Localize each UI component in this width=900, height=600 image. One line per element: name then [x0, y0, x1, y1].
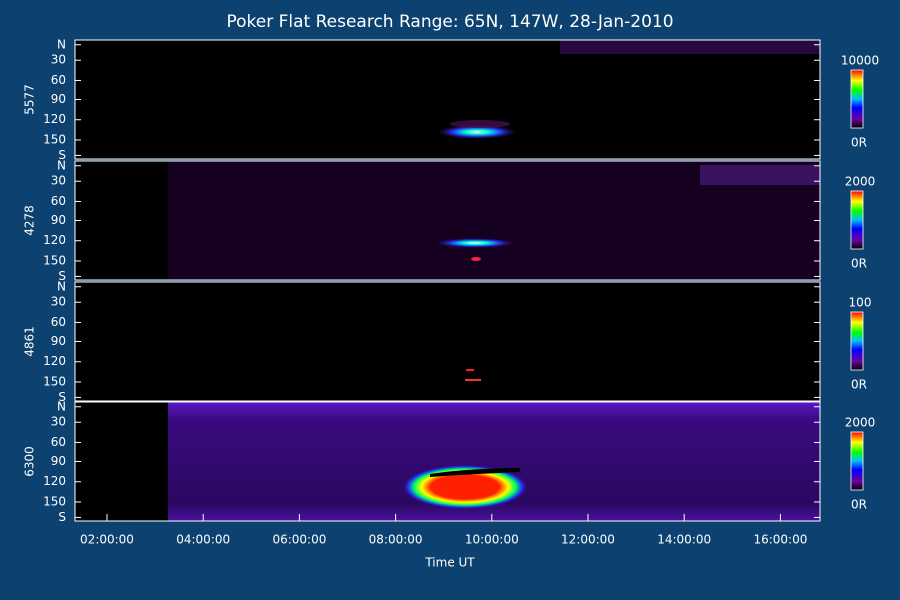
y-tick-label: S: [58, 390, 66, 404]
colorbar-min: 0R: [851, 498, 867, 512]
colorbar: [850, 69, 864, 129]
y-tick-label: 30: [51, 174, 66, 188]
aurora: [435, 238, 515, 248]
panel-label: 4861: [23, 326, 37, 357]
y-tick-label: 60: [51, 73, 66, 87]
y-tick-label: 150: [43, 253, 66, 267]
aurora: [465, 379, 481, 381]
colorbar: [850, 190, 864, 250]
y-tick-label: S: [58, 148, 66, 162]
y-tick-label: N: [57, 399, 66, 413]
colorbar-max: 2000: [845, 175, 876, 189]
y-tick-label: N: [57, 158, 66, 172]
y-tick-label: 60: [51, 435, 66, 449]
colorbar-max: 10000: [841, 54, 879, 68]
y-tick-label: 30: [51, 415, 66, 429]
y-tick-label: N: [57, 37, 66, 51]
panel-label: 5577: [23, 84, 37, 115]
aurora: [471, 257, 481, 261]
x-tick-label: 02:00:00: [80, 533, 134, 547]
x-tick-label: 08:00:00: [369, 533, 423, 547]
aurora: [466, 369, 474, 371]
y-tick-label: 150: [43, 374, 66, 388]
y-tick-label: N: [57, 279, 66, 293]
y-tick-label: 90: [51, 454, 66, 468]
y-tick-label: 90: [51, 213, 66, 227]
airglow: [560, 40, 820, 54]
chart-title: Poker Flat Research Range: 65N, 147W, 28…: [226, 12, 673, 32]
y-tick-label: S: [58, 510, 66, 524]
y-tick-label: 150: [43, 494, 66, 508]
x-tick-label: 12:00:00: [561, 533, 615, 547]
y-tick-label: 120: [43, 112, 66, 126]
colorbar-max: 100: [849, 296, 872, 310]
y-tick-label: 90: [51, 334, 66, 348]
panel-label: 6300: [23, 446, 37, 477]
shadow: [430, 468, 520, 477]
colorbar: [850, 311, 864, 371]
panel-background: [75, 40, 820, 159]
y-tick-label: 90: [51, 92, 66, 106]
x-tick-label: 16:00:00: [753, 533, 807, 547]
y-tick-label: 150: [43, 132, 66, 146]
y-tick-label: 120: [43, 474, 66, 488]
colorbar-min: 0R: [851, 378, 867, 392]
y-tick-label: 60: [51, 194, 66, 208]
aurora: [437, 125, 517, 139]
y-tick-label: 60: [51, 315, 66, 329]
panels: N 30 60 90 120 150 S 5577 10000 0R N 30 60 90 120 150 S 4…: [23, 37, 880, 546]
x-tick-label: 14:00:00: [657, 533, 711, 547]
colorbar: [850, 431, 864, 491]
x-tick-label: 04:00:00: [176, 533, 230, 547]
panel-label: 4278: [23, 205, 37, 236]
y-tick-label: S: [58, 269, 66, 283]
y-tick-label: 30: [51, 53, 66, 67]
aurora: [450, 120, 510, 128]
y-tick-label: 120: [43, 233, 66, 247]
airglow: [700, 165, 820, 185]
x-tick-label: 06:00:00: [272, 533, 326, 547]
y-tick-label: 120: [43, 354, 66, 368]
colorbar-min: 0R: [851, 257, 867, 271]
colorbar-max: 2000: [845, 416, 876, 430]
colorbar-min: 0R: [851, 136, 867, 150]
panel-background: [75, 282, 820, 401]
y-tick-label: 30: [51, 295, 66, 309]
x-tick-label: 10:00:00: [465, 533, 519, 547]
x-axis-label: Time UT: [424, 556, 475, 570]
